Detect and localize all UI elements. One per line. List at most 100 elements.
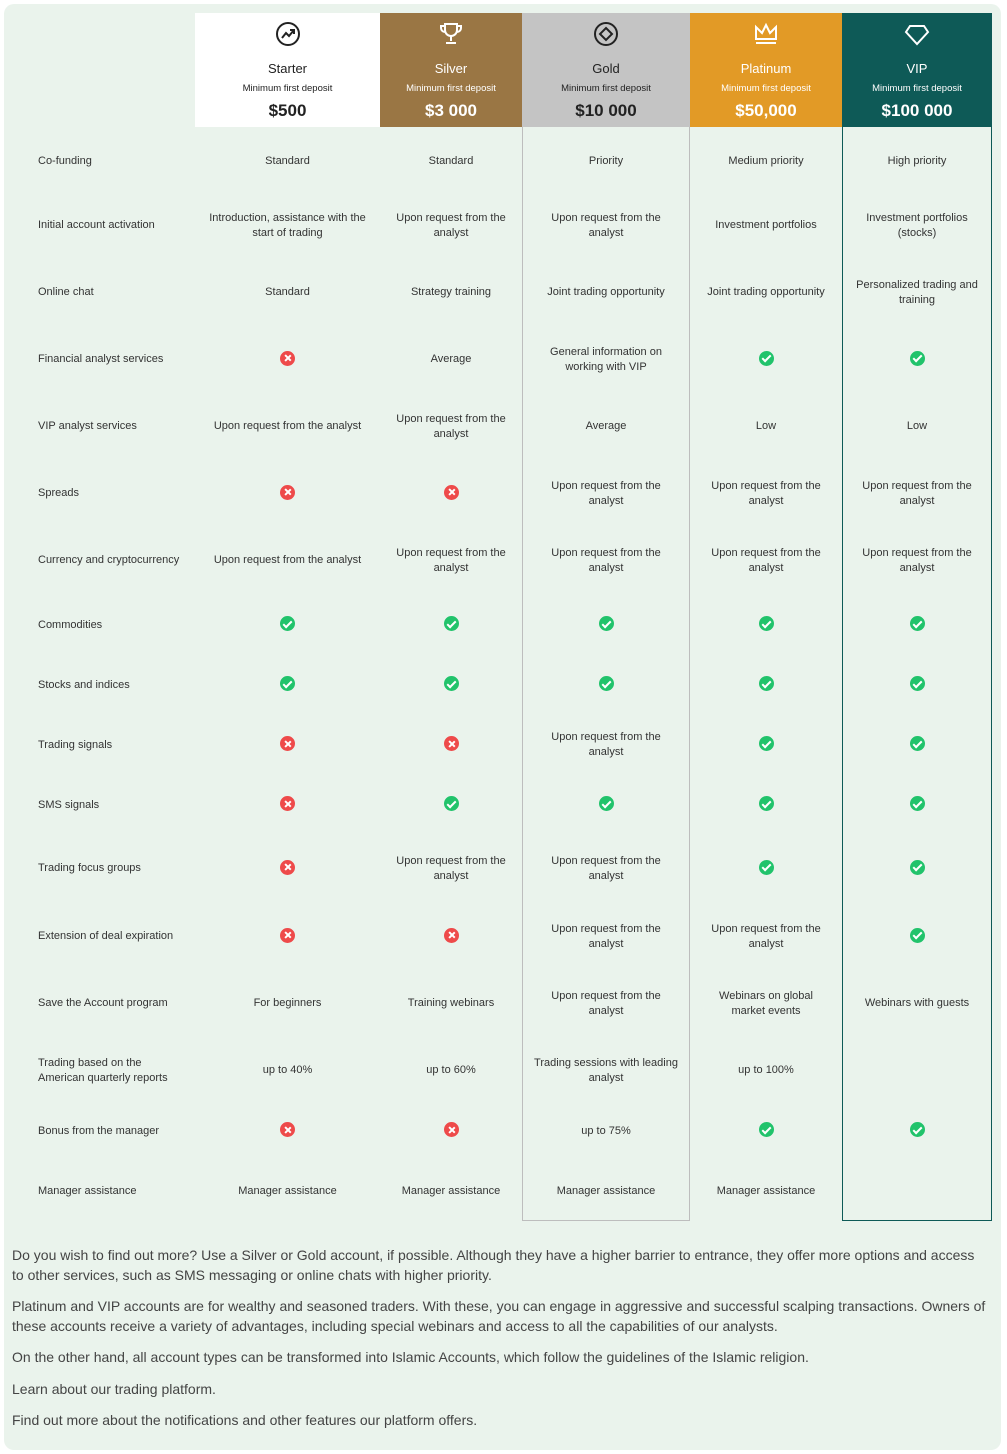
check-icon <box>702 350 830 366</box>
check-icon <box>207 676 368 691</box>
feature-value: Personalized trading and training <box>856 278 978 306</box>
comparison-panel <box>4 4 1001 1450</box>
cross-icon <box>207 350 368 366</box>
feature-label: Bonus from the manager <box>38 1124 160 1137</box>
feature-value: Upon request from the analyst <box>551 854 661 882</box>
check-icon <box>702 796 830 811</box>
check-icon <box>534 796 678 811</box>
min-deposit-label: Minimum first deposit <box>872 83 962 94</box>
feature-value: Joint trading opportunity <box>547 286 665 298</box>
plan-price: $500 <box>268 101 307 120</box>
feature-label: Save the Account program <box>38 997 168 1009</box>
check-icon <box>854 350 980 366</box>
feature-label: Trading based on the American quarterly … <box>38 1056 168 1084</box>
feature-value: Priority <box>588 154 624 167</box>
crown-icon <box>753 21 779 47</box>
feature-value: Upon request from the analyst <box>396 211 506 239</box>
gold-column-outline <box>522 127 690 1221</box>
feature-value: Manager assistance <box>238 1184 337 1197</box>
check-icon <box>702 1122 830 1137</box>
description-paragraph: Do you wish to find out more? Use a Silv… <box>12 1247 975 1283</box>
feature-value: General information on working with VIP <box>550 345 662 373</box>
diamond-circle-icon <box>593 21 619 47</box>
diamond-icon <box>904 21 930 47</box>
plan-name: Gold <box>592 61 620 76</box>
check-icon <box>854 736 980 751</box>
cross-icon <box>207 927 368 943</box>
check-icon <box>702 616 830 631</box>
plan-header-vip: VIP Minimum first deposit $100 000 <box>842 13 992 127</box>
check-icon <box>392 796 510 811</box>
feature-value: Training webinars <box>407 997 495 1009</box>
feature-value: Joint trading opportunity <box>707 286 825 298</box>
feature-value: up to 40% <box>262 1064 313 1076</box>
feature-value: Introduction, assistance with the start … <box>209 211 366 239</box>
check-icon <box>854 796 980 811</box>
feature-value: Upon request from the analyst <box>551 546 661 574</box>
feature-value: up to 60% <box>426 1064 476 1076</box>
feature-value: Upon request from the analyst <box>711 479 821 507</box>
feature-value: Upon request from the analyst <box>551 989 661 1017</box>
description-paragraph: Platinum and VIP accounts are for wealth… <box>12 1298 986 1334</box>
plan-name: Silver <box>434 61 468 76</box>
cross-icon <box>392 1122 510 1137</box>
feature-label: Initial account activation <box>38 219 155 231</box>
feature-label: Stocks and indices <box>38 678 130 691</box>
feature-value: Upon request from the analyst <box>213 420 362 432</box>
feature-value: Average <box>585 420 627 432</box>
feature-value: Webinars with guests <box>864 997 970 1009</box>
check-icon <box>392 676 510 691</box>
feature-value: Upon request from the analyst <box>396 412 506 440</box>
plan-header-platinum: Platinum Minimum first deposit $50,000 <box>690 13 842 127</box>
check-icon <box>854 616 980 631</box>
check-icon <box>854 1122 980 1137</box>
plan-name: VIP <box>906 61 928 76</box>
feature-label: Extension of deal expiration <box>38 930 174 942</box>
plan-header-starter: Starter Minimum first deposit $500 <box>195 13 380 127</box>
feature-value: up to 100% <box>738 1064 794 1076</box>
description-paragraph: Find out more about the notifications an… <box>12 1412 478 1428</box>
feature-value: up to 75% <box>581 1124 631 1137</box>
plan-header-silver: Silver Minimum first deposit $3 000 <box>380 13 522 127</box>
cross-icon <box>207 484 368 500</box>
cross-icon <box>207 796 368 811</box>
feature-label: Financial analyst services <box>38 353 164 365</box>
chart-trend-icon <box>275 21 301 47</box>
cross-icon <box>207 859 368 875</box>
trophy-icon <box>438 21 464 47</box>
feature-value: Upon request from the analyst <box>862 479 972 507</box>
check-icon <box>207 616 368 631</box>
feature-value: Upon request from the analyst <box>711 546 821 574</box>
check-icon <box>702 736 830 751</box>
cross-icon <box>207 736 368 751</box>
feature-label: Online chat <box>38 286 94 298</box>
feature-label: Currency and cryptocurrency <box>38 554 180 566</box>
feature-value: Upon request from the analyst <box>551 922 661 950</box>
feature-label: Trading focus groups <box>38 862 141 874</box>
check-icon <box>854 676 980 691</box>
cross-icon <box>207 1122 368 1137</box>
cross-icon <box>392 927 510 943</box>
min-deposit-label: Minimum first deposit <box>242 83 333 94</box>
feature-value: Low <box>755 420 777 432</box>
check-icon <box>534 676 678 691</box>
feature-value: Trading sessions with leading analyst <box>534 1056 678 1084</box>
feature-value: Average <box>430 353 472 365</box>
feature-value: High priority <box>887 154 947 167</box>
feature-value: Low <box>906 420 928 432</box>
feature-value: Investment portfolios (stocks) <box>866 211 968 239</box>
check-icon <box>392 616 510 631</box>
feature-label: Spreads <box>38 487 79 499</box>
plan-name: Starter <box>267 61 307 76</box>
feature-value: Upon request from the analyst <box>551 211 661 239</box>
feature-value: Manager assistance <box>556 1184 656 1197</box>
check-icon <box>534 616 678 631</box>
feature-value: Upon request from the analyst <box>862 546 972 574</box>
feature-value: Medium priority <box>728 154 804 167</box>
feature-label: Manager assistance <box>38 1184 137 1197</box>
plan-name: Platinum <box>740 61 792 76</box>
feature-label: Co-funding <box>38 154 92 167</box>
cross-icon <box>392 736 510 751</box>
feature-value: Upon request from the analyst <box>213 554 362 566</box>
feature-value: Standard <box>265 286 310 298</box>
